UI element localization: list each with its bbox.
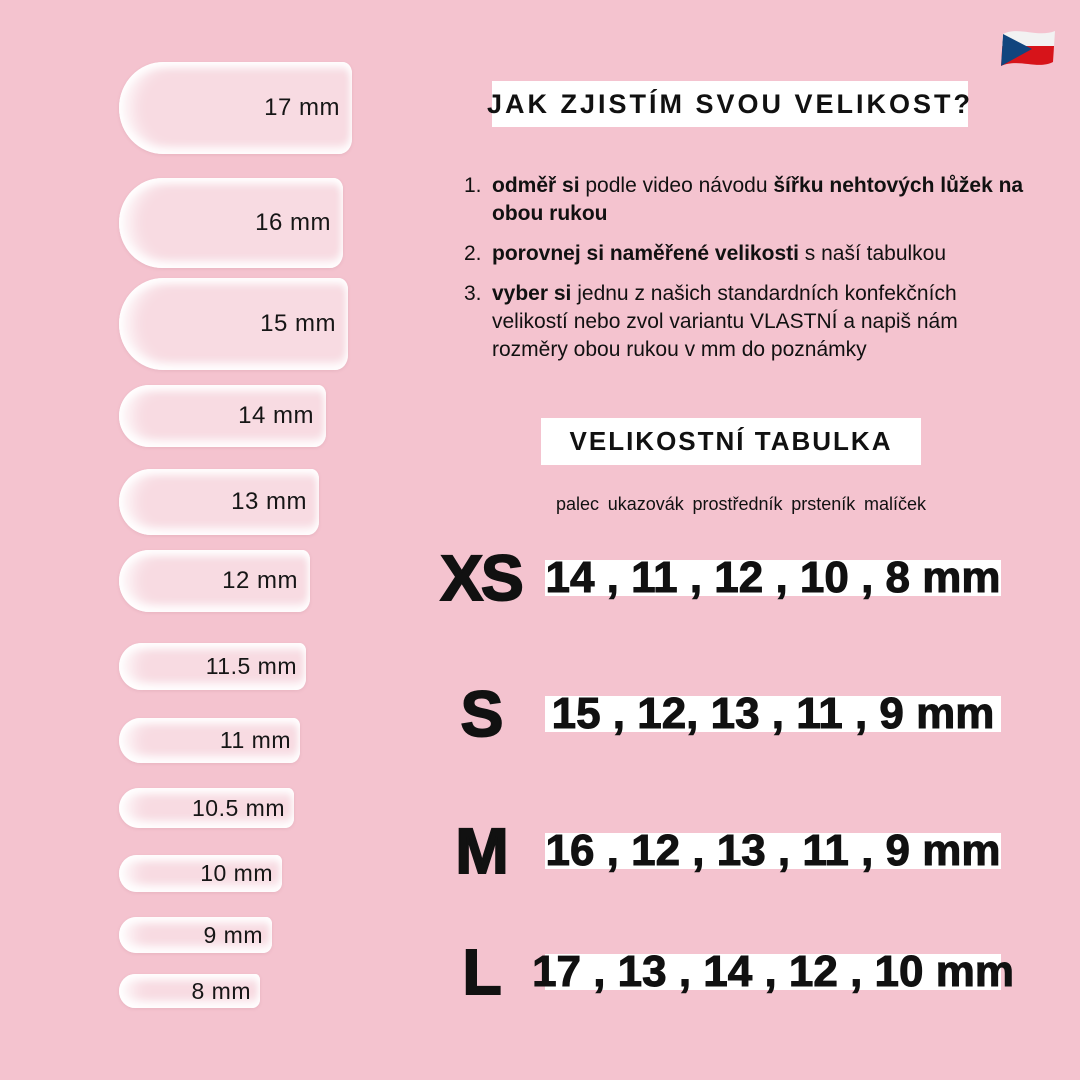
size-values: 14 , 11 , 12 , 10 , 8 mm	[545, 553, 1001, 602]
czech-flag-icon	[1001, 31, 1055, 66]
nail-size-label: 14 mm	[238, 402, 314, 429]
nail-size-label: 10.5 mm	[192, 794, 285, 821]
step-text: odměř si podle video návodu šířku nehtov…	[492, 174, 1024, 225]
nail-tip: 17 mm	[119, 62, 352, 154]
table-row: S 15 , 12, 13 , 11 , 9 mm	[420, 677, 1020, 751]
nail-size-label: 15 mm	[260, 310, 336, 337]
step-number: 2.	[464, 242, 482, 265]
size-values-strip: 17 , 13 , 14 , 12 , 10 mm	[532, 949, 1015, 994]
size-values-strip: 14 , 11 , 12 , 10 , 8 mm	[545, 553, 1001, 602]
instruction-step: 1. odměř si podle video návodu šířku neh…	[464, 172, 1030, 228]
step-number: 1.	[464, 174, 482, 197]
column-header-prostrednik: prostředník	[692, 494, 783, 514]
size-table-title: VELIKOSTNÍ TABULKA	[541, 418, 921, 465]
column-header-malicek: malíček	[863, 494, 926, 514]
column-header-ukazovak: ukazovák	[607, 494, 684, 514]
nail-size-label: 12 mm	[222, 567, 298, 594]
table-row: XS 14 , 11 , 12 , 10 , 8 mm	[420, 541, 1020, 615]
nail-tip: 14 mm	[119, 385, 326, 447]
nail-size-label: 17 mm	[264, 94, 340, 121]
size-label: L	[461, 935, 502, 1009]
size-values: 16 , 12 , 13 , 11 , 9 mm	[545, 826, 1001, 875]
nail-size-label: 16 mm	[255, 209, 331, 236]
size-values-strip: 15 , 12, 13 , 11 , 9 mm	[545, 689, 1001, 738]
step-text: porovnej si naměřené velikosti s naší ta…	[492, 242, 947, 265]
instruction-step: 3. vyber si jednu z našich standardních …	[464, 280, 1030, 364]
nail-tip: 8 mm	[119, 974, 260, 1008]
column-header-palec: palec	[556, 494, 600, 514]
nail-tip: 11.5 mm	[119, 643, 306, 690]
table-row: L 17 , 13 , 14 , 12 , 10 mm	[420, 935, 1020, 1009]
nail-tip: 16 mm	[119, 178, 343, 268]
nail-tip: 10 mm	[119, 855, 282, 892]
nail-size-label: 8 mm	[191, 977, 251, 1004]
nail-tip: 10.5 mm	[119, 788, 294, 828]
nail-size-label: 11 mm	[219, 727, 291, 753]
instructions-list: 1. odměř si podle video návodu šířku neh…	[464, 172, 1030, 376]
finger-column-headers: palec ukazovák prostředník prsteník malí…	[556, 494, 926, 515]
size-label: M	[454, 814, 509, 888]
nail-tip: 12 mm	[119, 550, 310, 612]
size-label: S	[460, 677, 505, 751]
size-values: 15 , 12, 13 , 11 , 9 mm	[551, 689, 995, 738]
nail-tip: 11 mm	[119, 718, 300, 763]
size-values: 17 , 13 , 14 , 12 , 10 mm	[532, 947, 1015, 996]
instruction-step: 2. porovnej si naměřené velikosti s naší…	[464, 240, 1030, 268]
size-values-strip: 16 , 12 , 13 , 11 , 9 mm	[545, 826, 1001, 875]
column-header-prstenik: prsteník	[791, 494, 856, 514]
step-text: vyber si jednu z našich standardních kon…	[492, 282, 958, 361]
nail-size-label: 9 mm	[203, 921, 263, 948]
table-row: M 16 , 12 , 13 , 11 , 9 mm	[420, 814, 1020, 888]
step-number: 3.	[464, 282, 482, 305]
page-title: JAK ZJISTÍM SVOU VELIKOST?	[487, 81, 970, 127]
nail-tip: 13 mm	[119, 469, 319, 535]
nail-tip: 15 mm	[119, 278, 348, 370]
nail-size-label: 11.5 mm	[205, 653, 297, 679]
nail-size-label: 10 mm	[200, 860, 273, 886]
nail-size-label: 13 mm	[231, 488, 307, 515]
nail-tip: 9 mm	[119, 917, 272, 953]
size-label: XS	[439, 541, 524, 615]
